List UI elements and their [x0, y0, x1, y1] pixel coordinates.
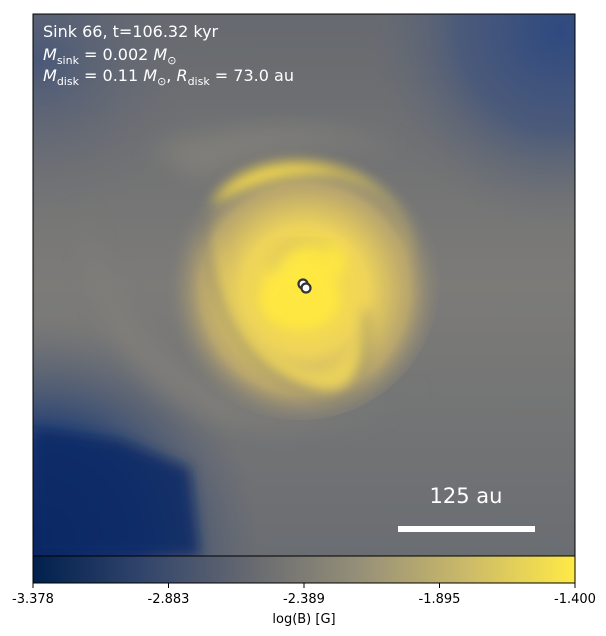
colorbar	[32, 555, 576, 584]
colorbar-ticks: -3.378 -2.883 -2.389 -1.895 -1.400	[12, 583, 596, 607]
colorbar-label: log(B) [G]	[272, 612, 335, 627]
scale-bar	[398, 526, 535, 532]
scale-bar-label: 125 au	[430, 484, 503, 508]
sink-mass-label: Msink = 0.002 M⊙	[43, 45, 176, 67]
sink-marker	[300, 282, 312, 294]
colorbar-tick-label: -2.883	[148, 592, 190, 607]
colorbar-tick-label: -1.895	[419, 592, 461, 607]
sink-info-title: Sink 66, t=106.32 kyr	[43, 22, 219, 41]
colorbar-tick-label: -3.378	[12, 592, 54, 607]
colorbar-tick-label: -1.400	[554, 592, 596, 607]
sink-markers	[297, 278, 312, 294]
colorbar-tick-label: -2.389	[283, 592, 325, 607]
disk-properties-label: Mdisk = 0.11 M⊙, Rdisk = 73.0 au	[43, 66, 294, 88]
